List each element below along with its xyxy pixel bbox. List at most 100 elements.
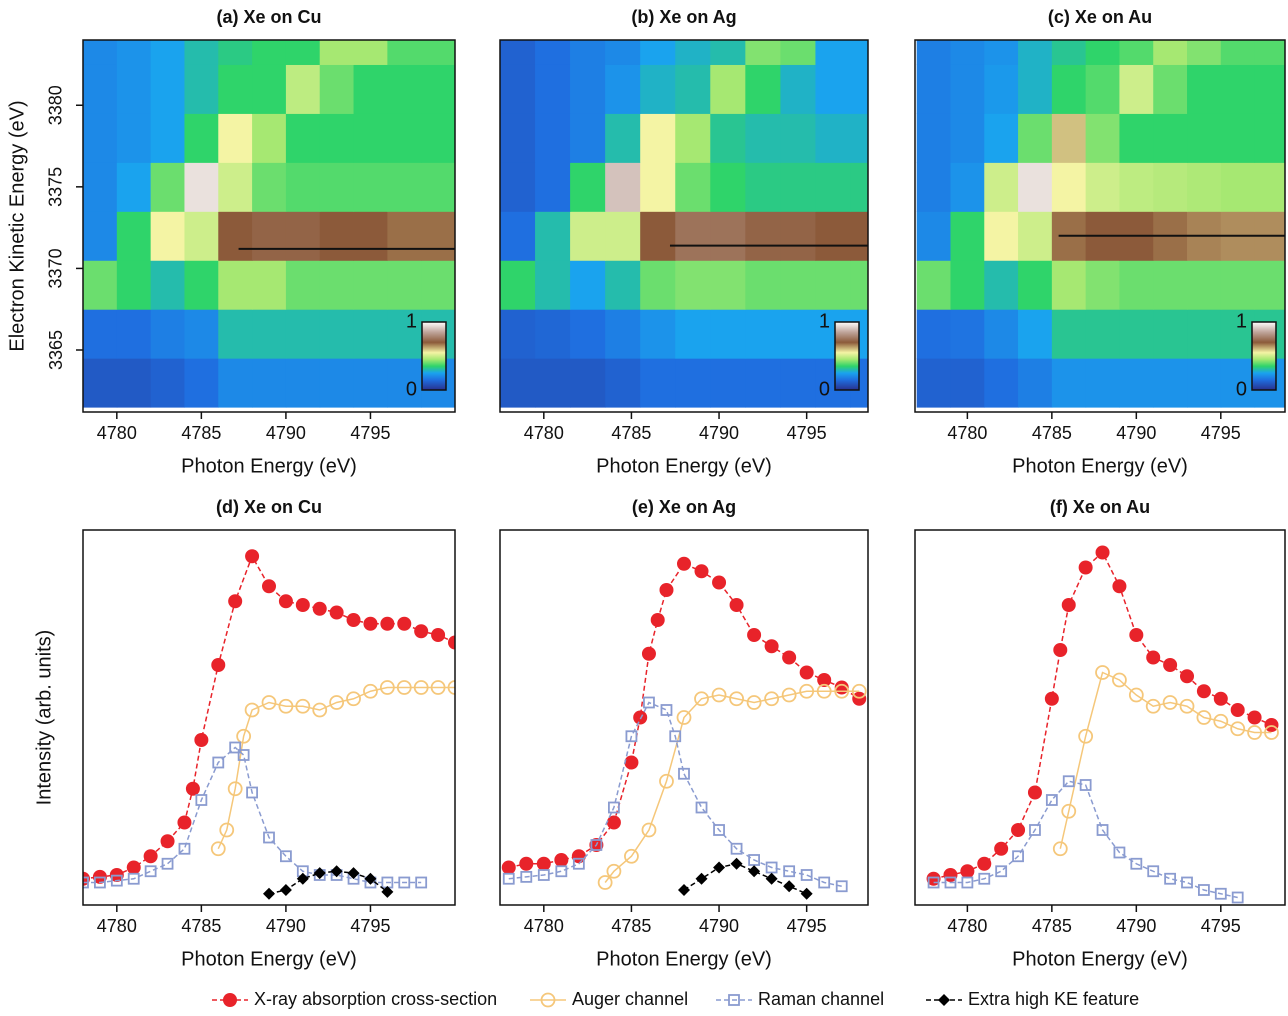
colorbar-tick-label: 0 bbox=[1236, 378, 1247, 400]
marker bbox=[747, 628, 761, 642]
marker bbox=[177, 816, 191, 830]
heatmap-cell bbox=[570, 260, 606, 309]
heatmap-cell bbox=[535, 211, 571, 260]
heatmap-cell bbox=[1187, 162, 1221, 211]
heatmap-cell bbox=[1052, 64, 1086, 113]
heatmap-cell bbox=[984, 358, 1018, 407]
x-tick-label: 4780 bbox=[97, 423, 137, 443]
heatmap-cell bbox=[710, 113, 746, 162]
heatmap-cell bbox=[1086, 358, 1120, 407]
heatmap-cell bbox=[500, 162, 536, 211]
heatmap-cell bbox=[184, 358, 218, 407]
plot-area bbox=[76, 549, 462, 900]
heatmap-cell bbox=[1255, 260, 1288, 309]
heatmap-cell bbox=[151, 211, 185, 260]
heatmap-cell bbox=[1187, 113, 1221, 162]
heatmap-cell bbox=[745, 260, 781, 309]
heatmap-cell bbox=[1255, 64, 1288, 113]
heatmap-cell bbox=[605, 64, 641, 113]
marker bbox=[127, 861, 141, 875]
heatmap-cell bbox=[675, 162, 711, 211]
heatmap-cell bbox=[675, 113, 711, 162]
heatmap-cell bbox=[354, 113, 388, 162]
marker bbox=[347, 613, 361, 627]
legend-marker bbox=[938, 994, 950, 1006]
colorbar-tick-label: 0 bbox=[819, 378, 830, 400]
panel-title: (e) Xe on Ag bbox=[632, 497, 736, 517]
heatmap-cell bbox=[286, 64, 320, 113]
heatmap-cell bbox=[570, 113, 606, 162]
heatmap-cell bbox=[354, 260, 388, 309]
x-tick-label: 4780 bbox=[524, 916, 564, 936]
legend-marker bbox=[223, 993, 237, 1007]
marker bbox=[279, 594, 293, 608]
heatmap-cell bbox=[117, 162, 151, 211]
heatmap-cell bbox=[780, 113, 816, 162]
heatmap-cell bbox=[917, 211, 951, 260]
heatmap-cell bbox=[286, 162, 320, 211]
heatmap-cell bbox=[387, 64, 421, 113]
heatmap-cell bbox=[421, 260, 455, 309]
marker bbox=[1163, 658, 1177, 672]
heatmap-cell bbox=[387, 260, 421, 309]
marker bbox=[296, 598, 310, 612]
colorbar-tick-label: 0 bbox=[406, 378, 417, 400]
heatmap-cell bbox=[500, 211, 536, 260]
heatmap-cell bbox=[1086, 113, 1120, 162]
heatmap-cell bbox=[984, 113, 1018, 162]
heatmap-cell bbox=[387, 113, 421, 162]
heatmap-cell bbox=[218, 260, 252, 309]
marker bbox=[782, 651, 796, 665]
x-tick-label: 4785 bbox=[181, 916, 221, 936]
heatmap-cell bbox=[1018, 64, 1052, 113]
heatmap-cell bbox=[387, 162, 421, 211]
heatmap-cell bbox=[252, 358, 286, 407]
heatmap-cell bbox=[710, 260, 746, 309]
marker bbox=[678, 884, 690, 896]
heatmap-cell bbox=[1018, 113, 1052, 162]
heatmap-cell bbox=[218, 113, 252, 162]
panel-title: (f) Xe on Au bbox=[1050, 497, 1150, 517]
heatmap-cell bbox=[1086, 64, 1120, 113]
heatmap-cell bbox=[917, 64, 951, 113]
x-tick-label: 4795 bbox=[350, 423, 390, 443]
heatmap-cell bbox=[117, 309, 151, 358]
heatmap-cell bbox=[917, 162, 951, 211]
heatmap-cell bbox=[640, 162, 676, 211]
marker bbox=[695, 564, 709, 578]
x-tick-label: 4785 bbox=[1032, 916, 1072, 936]
plot-area bbox=[83, 16, 456, 408]
heatmap-cell bbox=[1086, 162, 1120, 211]
x-axis-label: Photon Energy (eV) bbox=[1012, 948, 1188, 970]
marker bbox=[801, 888, 813, 900]
colorbar-tick-label: 1 bbox=[1236, 310, 1247, 332]
heatmap-cell bbox=[535, 358, 571, 407]
marker bbox=[146, 866, 156, 876]
marker bbox=[537, 857, 551, 871]
marker bbox=[397, 617, 411, 631]
heatmap-cell bbox=[320, 211, 354, 260]
heatmap-cell bbox=[1018, 211, 1052, 260]
x-tick-label: 4780 bbox=[524, 423, 564, 443]
heatmap-cell bbox=[83, 309, 117, 358]
heatmap-cell bbox=[640, 260, 676, 309]
heatmap-cell bbox=[917, 358, 951, 407]
marker bbox=[1028, 786, 1042, 800]
x-axis-label: Photon Energy (eV) bbox=[596, 948, 772, 970]
marker bbox=[994, 842, 1008, 856]
heatmap-cell bbox=[184, 113, 218, 162]
heatmap-cell bbox=[184, 64, 218, 113]
heatmap-cell bbox=[1187, 309, 1221, 358]
heatmap-cell bbox=[320, 113, 354, 162]
plot-area bbox=[927, 546, 1279, 903]
marker bbox=[748, 865, 760, 877]
x-tick-label: 4785 bbox=[611, 916, 651, 936]
heatmap-cell bbox=[917, 309, 951, 358]
marker bbox=[730, 598, 744, 612]
x-tick-label: 4790 bbox=[1116, 423, 1156, 443]
heatmap-cell bbox=[83, 260, 117, 309]
marker bbox=[1079, 561, 1093, 575]
heatmap-cell bbox=[1255, 162, 1288, 211]
plot-area bbox=[502, 557, 866, 900]
heatmap-cell bbox=[83, 211, 117, 260]
